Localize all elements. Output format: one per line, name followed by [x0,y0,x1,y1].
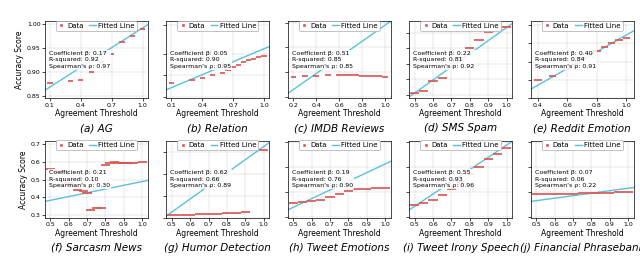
Text: Coefficient β: 0.40
R-squared: 0.84
Spearman's ρ: 0.91: Coefficient β: 0.40 R-squared: 0.84 Spea… [535,51,596,69]
Text: Coefficient β: 0.55
R-squared: 0.93
Spearman's ρ: 0.96: Coefficient β: 0.55 R-squared: 0.93 Spea… [413,170,474,188]
Text: (b) Relation: (b) Relation [188,123,248,133]
X-axis label: Agreement Threshold: Agreement Threshold [298,109,381,118]
Text: Coefficient β: 0.17
R-squared: 0.92
Spearman's ρ: 0.97: Coefficient β: 0.17 R-squared: 0.92 Spea… [49,51,110,69]
Y-axis label: Accuracy Score: Accuracy Score [15,31,24,89]
Legend: Data, Fitted Line: Data, Fitted Line [56,20,137,31]
Legend: Data, Fitted Line: Data, Fitted Line [177,20,258,31]
Text: (a) AG: (a) AG [80,123,113,133]
Text: Coefficient β: 0.05
R-squared: 0.90
Spearman's ρ: 0.95: Coefficient β: 0.05 R-squared: 0.90 Spea… [170,51,232,69]
Text: (j) Financial Phrasebank: (j) Financial Phrasebank [520,243,640,253]
X-axis label: Agreement Threshold: Agreement Threshold [177,109,259,118]
Legend: Data, Fitted Line: Data, Fitted Line [56,140,137,150]
X-axis label: Agreement Threshold: Agreement Threshold [419,109,502,118]
X-axis label: Agreement Threshold: Agreement Threshold [177,229,259,238]
Legend: Data, Fitted Line: Data, Fitted Line [299,20,380,31]
Text: (h) Tweet Emotions: (h) Tweet Emotions [289,243,389,253]
Text: (e) Reddit Emotion: (e) Reddit Emotion [533,123,631,133]
Y-axis label: Accuracy Score: Accuracy Score [19,150,28,209]
Text: (f) Sarcasm News: (f) Sarcasm News [51,243,142,253]
Legend: Data, Fitted Line: Data, Fitted Line [420,140,501,150]
Text: (i) Tweet Irony Speech: (i) Tweet Irony Speech [403,243,519,253]
X-axis label: Agreement Threshold: Agreement Threshold [419,229,502,238]
X-axis label: Agreement Threshold: Agreement Threshold [55,109,138,118]
X-axis label: Agreement Threshold: Agreement Threshold [541,229,623,238]
X-axis label: Agreement Threshold: Agreement Threshold [298,229,381,238]
Legend: Data, Fitted Line: Data, Fitted Line [541,20,623,31]
Legend: Data, Fitted Line: Data, Fitted Line [420,20,501,31]
Legend: Data, Fitted Line: Data, Fitted Line [177,140,258,150]
X-axis label: Agreement Threshold: Agreement Threshold [541,109,623,118]
X-axis label: Agreement Threshold: Agreement Threshold [55,229,138,238]
Legend: Data, Fitted Line: Data, Fitted Line [541,140,623,150]
Text: Coefficient β: 0.19
R-squared: 0.76
Spearman's ρ: 0.90: Coefficient β: 0.19 R-squared: 0.76 Spea… [292,170,353,188]
Text: (g) Humor Detection: (g) Humor Detection [164,243,271,253]
Text: Coefficient β: 0.62
R-squared: 0.66
Spearman's ρ: 0.89: Coefficient β: 0.62 R-squared: 0.66 Spea… [170,170,232,188]
Text: Coefficient β: 0.07
R-squared: 0.06
Spearman's ρ: 0.22: Coefficient β: 0.07 R-squared: 0.06 Spea… [535,170,596,188]
Legend: Data, Fitted Line: Data, Fitted Line [299,140,380,150]
Text: Coefficient β: 0.51
R-squared: 0.85
Spearman's ρ: 0.85: Coefficient β: 0.51 R-squared: 0.85 Spea… [292,51,353,69]
Text: (d) SMS Spam: (d) SMS Spam [424,123,497,133]
Text: Coefficient β: 0.22
R-squared: 0.81
Spearman's ρ: 0.92: Coefficient β: 0.22 R-squared: 0.81 Spea… [413,51,475,69]
Text: Coefficient β: 0.21
R-squared: 0.10
Spearman's ρ: 0.30: Coefficient β: 0.21 R-squared: 0.10 Spea… [49,170,110,188]
Text: (c) IMDB Reviews: (c) IMDB Reviews [294,123,385,133]
